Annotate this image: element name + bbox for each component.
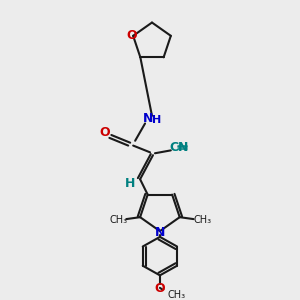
Text: O: O [127, 29, 137, 42]
Text: N: N [155, 226, 165, 238]
Text: H: H [152, 115, 162, 124]
Text: H: H [125, 177, 135, 190]
Text: N: N [178, 141, 188, 154]
Text: CH₃: CH₃ [168, 290, 186, 300]
Text: CH₃: CH₃ [109, 215, 128, 225]
Text: O: O [154, 282, 165, 295]
Text: N: N [143, 112, 153, 125]
Text: O: O [99, 126, 110, 139]
Text: C: C [169, 141, 178, 154]
Text: CH₃: CH₃ [194, 215, 211, 225]
